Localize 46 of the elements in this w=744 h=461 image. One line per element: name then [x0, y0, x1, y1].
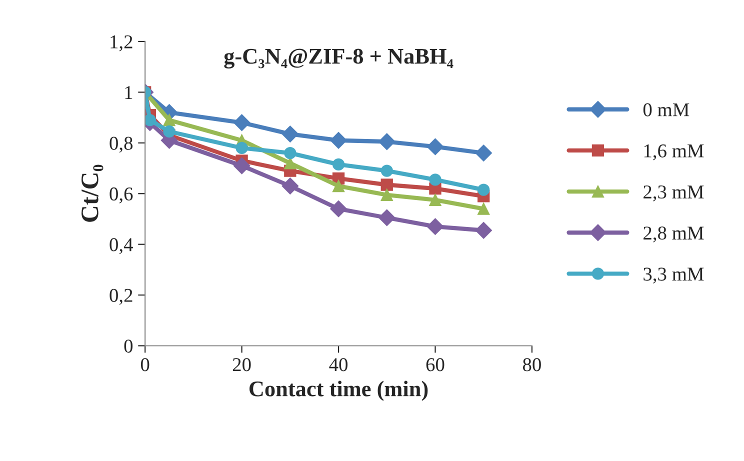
x-tick-label: 60	[426, 358, 444, 372]
point	[426, 218, 444, 235]
y-tick-label: 0	[124, 340, 133, 353]
point	[330, 200, 347, 218]
point	[378, 209, 396, 226]
point	[332, 158, 345, 171]
legend-label: 2,8 mM	[644, 226, 704, 242]
point	[429, 174, 442, 186]
y-tick-label: 0,2	[110, 288, 132, 305]
point	[233, 114, 250, 132]
point	[330, 132, 347, 149]
point	[378, 133, 396, 150]
x-axis-title: Contact time (min)	[250, 380, 428, 401]
point	[478, 184, 490, 196]
legend-label: 3,3 mM	[644, 268, 704, 284]
point	[163, 114, 176, 126]
point	[282, 178, 299, 194]
point	[380, 188, 393, 201]
x-tick-label: 40	[329, 358, 348, 372]
x-tick-label: 80	[522, 358, 541, 372]
y-axis-title: Ct/C₀	[82, 164, 104, 222]
y-tick-label: 1	[125, 86, 132, 99]
legend-label: 2,3 mM	[644, 185, 704, 202]
point	[236, 142, 248, 154]
point	[284, 146, 296, 160]
point	[426, 138, 444, 156]
point	[478, 202, 490, 215]
x-tick-label: 0	[140, 358, 150, 372]
point	[282, 126, 299, 142]
point	[475, 222, 492, 239]
x-tick-label: 20	[232, 358, 251, 372]
y-tick-label: 1,2	[110, 35, 132, 52]
y-tick-label: 0,6	[110, 187, 133, 204]
point	[380, 178, 393, 191]
legend-label: 1,6 mM	[644, 144, 704, 160]
point	[429, 194, 442, 206]
point	[475, 144, 492, 162]
chart-title: g-C₃N₄@ZIF-8 + NaBH₄	[224, 48, 454, 68]
point	[145, 114, 156, 126]
y-tick-label: 0,4	[110, 238, 133, 254]
legend-label: 0 mM	[643, 103, 690, 116]
point	[380, 164, 393, 177]
point	[233, 157, 250, 174]
y-tick-label: 0,8	[110, 136, 133, 153]
point	[332, 180, 345, 192]
point	[163, 125, 176, 138]
